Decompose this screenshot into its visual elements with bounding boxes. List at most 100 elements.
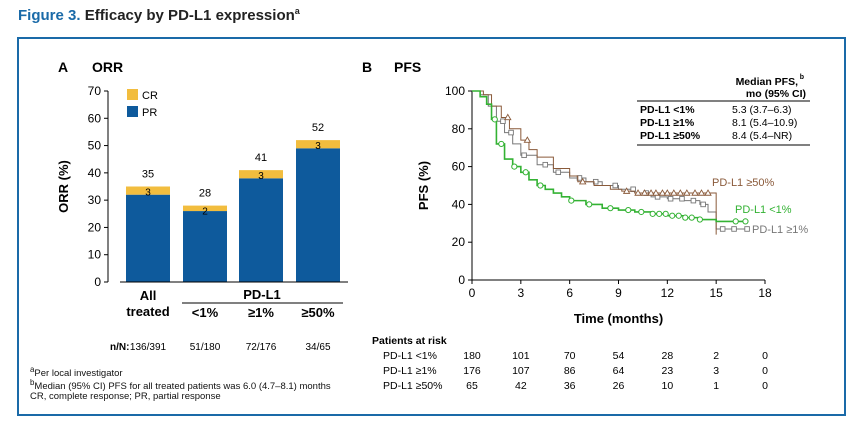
- figure-title: Figure 3. Efficacy by PD-L1 expressiona: [18, 6, 300, 24]
- nn-label: n/N:: [110, 342, 129, 353]
- censor-mark-pd-l1-lt1: [696, 216, 703, 223]
- y-tick-label: 60: [88, 111, 102, 125]
- pfs-x-tick-label: 9: [615, 286, 622, 300]
- bar-cr: [126, 186, 170, 195]
- pfs-x-tick-label: 6: [566, 286, 573, 300]
- pfs-y-tick-label: 60: [452, 160, 466, 174]
- censor-mark-pd-l1-ge50: [640, 189, 649, 196]
- at-risk-count: 10: [661, 380, 673, 392]
- pfs-x-tick-label: 3: [517, 286, 524, 300]
- median-pfs-header: Median PFS,: [736, 76, 799, 88]
- panel-b-letter: B: [362, 59, 372, 75]
- pfs-y-tick-label: 20: [452, 235, 466, 249]
- footnote-b: bMedian (95% CI) PFS for all treated pat…: [30, 378, 331, 392]
- bar-pr: [239, 178, 283, 282]
- censor-mark-pd-l1-lt1: [682, 214, 689, 221]
- median-table-value: 8.4 (5.4–NR): [732, 130, 792, 142]
- censor-mark-pd-l1-ge50: [704, 189, 712, 196]
- at-risk-count: 0: [762, 350, 768, 362]
- censor-mark-pd-l1-ge50: [676, 189, 685, 196]
- footnote-b-sup: b: [30, 378, 35, 387]
- curve-label-pd-l1-ge1: PD-L1 ≥1%: [752, 224, 808, 236]
- footnote-a: aPer local investigator: [30, 365, 123, 379]
- at-risk-count: 26: [613, 380, 625, 392]
- figure-number: Figure 3.: [18, 7, 81, 24]
- category-label: ≥1%: [248, 305, 274, 320]
- censor-mark-pd-l1-lt1: [732, 218, 739, 225]
- censor-mark-pd-l1-lt1: [568, 197, 575, 204]
- censor-mark-pd-l1-ge1: [576, 175, 583, 181]
- nn-value: 136/391: [130, 342, 167, 353]
- censor-mark-pd-l1-ge50: [622, 187, 631, 194]
- legend-pr-swatch: [127, 106, 138, 117]
- pfs-x-tick-label: 0: [469, 286, 476, 300]
- footnote-b-text: Median (95% CI) PFS for all treated pati…: [34, 381, 331, 393]
- legend-cr-label: CR: [142, 90, 158, 102]
- censor-mark-pd-l1-lt1: [638, 208, 645, 216]
- censor-mark-pd-l1-ge50: [683, 189, 691, 196]
- category-label: <1%: [192, 305, 219, 320]
- censor-mark-pd-l1-lt1: [656, 210, 663, 217]
- censor-mark-pd-l1-ge50: [658, 189, 667, 196]
- panel-a-label: ORR: [92, 59, 123, 75]
- bar-total-label: 28: [199, 188, 211, 200]
- censor-mark-pd-l1-ge1: [690, 197, 697, 204]
- censor-mark-pd-l1-ge1: [542, 161, 549, 168]
- y-tick-label: 20: [88, 220, 102, 234]
- median-pfs-header-sup: b: [800, 74, 804, 81]
- pfs-y-tick-label: 100: [445, 84, 465, 98]
- bar-total-label: 52: [312, 122, 324, 134]
- pfs-x-tick-label: 18: [758, 286, 772, 300]
- censor-mark-pd-l1-ge1: [500, 118, 506, 124]
- figure-title-text: Efficacy by PD-L1 expression: [84, 7, 295, 24]
- at-risk-header: Patients at risk: [372, 335, 447, 347]
- bar-cr-label: 2: [202, 207, 208, 218]
- censor-mark-pd-l1-ge1: [731, 226, 737, 232]
- censor-mark-pd-l1-ge50: [652, 189, 660, 196]
- censor-mark-pd-l1-lt1: [511, 163, 518, 170]
- median-table-group: PD-L1 ≥1%: [640, 117, 695, 129]
- censor-mark-pd-l1-ge1: [719, 226, 726, 232]
- at-risk-count: 28: [661, 350, 673, 362]
- legend-pr-label: PR: [142, 107, 157, 119]
- at-risk-count: 36: [564, 380, 576, 392]
- at-risk-count: 1: [713, 380, 719, 392]
- category-label: ≥50%: [301, 305, 335, 320]
- at-risk-count: 2: [713, 350, 719, 362]
- pfs-x-tick-label: 15: [709, 286, 723, 300]
- category-label: All: [140, 288, 157, 303]
- at-risk-count: 0: [762, 380, 768, 392]
- median-pfs-header-sub: mo (95% CI): [746, 88, 806, 100]
- bar-total-label: 35: [142, 169, 154, 181]
- censor-mark-pd-l1-lt1: [675, 212, 682, 219]
- panel-b-label: PFS: [394, 59, 421, 75]
- at-risk-count: 70: [564, 350, 576, 362]
- bar-pr: [296, 148, 340, 282]
- censor-mark-pd-l1-ge1: [700, 201, 706, 208]
- median-table-group: PD-L1 <1%: [640, 104, 695, 116]
- bar-cr-label: 3: [145, 188, 151, 199]
- at-risk-count: 23: [661, 365, 673, 377]
- km-curve-pd-l1-ge50: [472, 90, 717, 235]
- bar-pr: [126, 194, 170, 282]
- censor-mark-pd-l1-ge50: [691, 189, 699, 196]
- nn-value: 34/65: [305, 342, 330, 353]
- censor-mark-pd-l1-ge1: [521, 152, 527, 159]
- y-axis-label: ORR (%): [56, 160, 71, 213]
- censor-mark-pd-l1-lt1: [662, 210, 669, 217]
- at-risk-count: 65: [466, 380, 478, 392]
- at-risk-count: 54: [613, 350, 625, 362]
- pfs-x-tick-label: 12: [661, 286, 675, 300]
- category-label: treated: [126, 304, 169, 319]
- median-table-group: PD-L1 ≥50%: [640, 130, 701, 142]
- censor-mark-pd-l1-lt1: [586, 201, 593, 208]
- median-table-value: 8.1 (5.4–10.9): [732, 117, 797, 129]
- bar-pr: [183, 211, 227, 282]
- panel-a-letter: A: [58, 59, 68, 75]
- censor-mark-pd-l1-ge50: [504, 113, 512, 121]
- pfs-y-tick-label: 80: [452, 122, 466, 136]
- at-risk-group: PD-L1 <1%: [383, 350, 437, 362]
- at-risk-count: 3: [713, 365, 719, 377]
- pfs-y-tick-label: 40: [452, 197, 466, 211]
